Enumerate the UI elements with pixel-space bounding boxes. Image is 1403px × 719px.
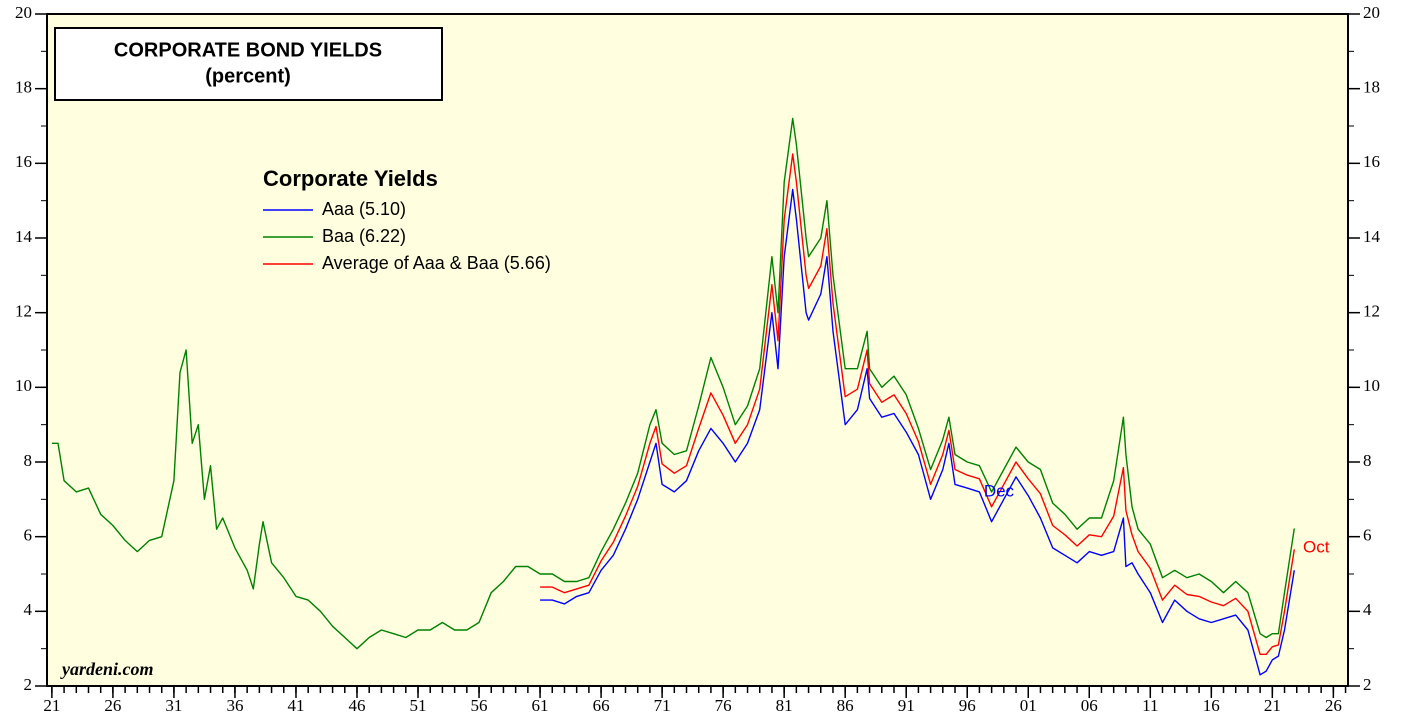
y2-tick-label: 6	[1363, 526, 1372, 545]
x-tick-label: 11	[1142, 696, 1158, 715]
x-tick-label: 56	[471, 696, 488, 715]
x-tick-label: 66	[593, 696, 610, 715]
x-tick-label: 86	[837, 696, 854, 715]
x-tick-label: 96	[959, 696, 976, 715]
y2-tick-label: 10	[1363, 376, 1380, 395]
y2-tick-label: 8	[1363, 451, 1372, 470]
legend-label: Average of Aaa & Baa (5.66)	[322, 253, 551, 273]
series-line	[540, 153, 1295, 655]
title-box	[54, 27, 443, 101]
y2-tick-label: 20	[1363, 3, 1380, 22]
x-tick-label: 81	[776, 696, 793, 715]
x-tick-label: 41	[287, 696, 304, 715]
legend-label: Baa (6.22)	[322, 226, 406, 246]
source: yardeni.com	[60, 659, 154, 679]
x-tick-label: 06	[1081, 696, 1098, 715]
y2-tick-label: 2	[1363, 675, 1372, 694]
x-tick-label: 36	[226, 696, 243, 715]
x-tick-label: 21	[43, 696, 60, 715]
legend-title: Corporate Yields	[263, 166, 438, 191]
x-tick-label: 46	[348, 696, 365, 715]
x-tick-label: 16	[1203, 696, 1220, 715]
y-tick-label: 20	[15, 3, 32, 22]
x-tick-label: 31	[165, 696, 182, 715]
x-tick-label: 26	[104, 696, 121, 715]
x-tick-label: 91	[898, 696, 915, 715]
plot-area	[47, 14, 1348, 686]
y-tick-label: 16	[15, 152, 32, 171]
y2-tick-label: 4	[1363, 600, 1372, 619]
x-tick-label: 71	[654, 696, 671, 715]
y2-tick-label: 14	[1363, 227, 1381, 246]
legend-label: Aaa (5.10)	[322, 199, 406, 219]
annotation: Dec	[984, 481, 1015, 500]
x-tick-label: 21	[1264, 696, 1281, 715]
y-tick-label: 14	[15, 227, 33, 246]
y2-tick-label: 12	[1363, 302, 1380, 321]
y-tick-label: 10	[15, 376, 32, 395]
y-tick-label: 6	[24, 526, 33, 545]
series-line	[540, 188, 1295, 676]
chart-subtitle: (percent)	[205, 65, 291, 87]
annotation: Oct	[1303, 537, 1330, 556]
y2-tick-label: 16	[1363, 152, 1380, 171]
x-tick-label: 61	[532, 696, 549, 715]
y-tick-label: 12	[15, 302, 32, 321]
x-tick-label: 51	[410, 696, 427, 715]
x-tick-label: 76	[715, 696, 732, 715]
x-tick-label: 26	[1325, 696, 1342, 715]
y-tick-label: 18	[15, 78, 32, 97]
y2-tick-label: 18	[1363, 78, 1380, 97]
y-tick-label: 8	[24, 451, 33, 470]
series-line	[51, 117, 1295, 650]
chart-title: CORPORATE BOND YIELDS	[114, 39, 382, 61]
series-lines	[51, 117, 1295, 676]
x-tick-label: 01	[1020, 696, 1037, 715]
y-tick-label: 2	[24, 675, 33, 694]
y-tick-label: 4	[24, 600, 33, 619]
